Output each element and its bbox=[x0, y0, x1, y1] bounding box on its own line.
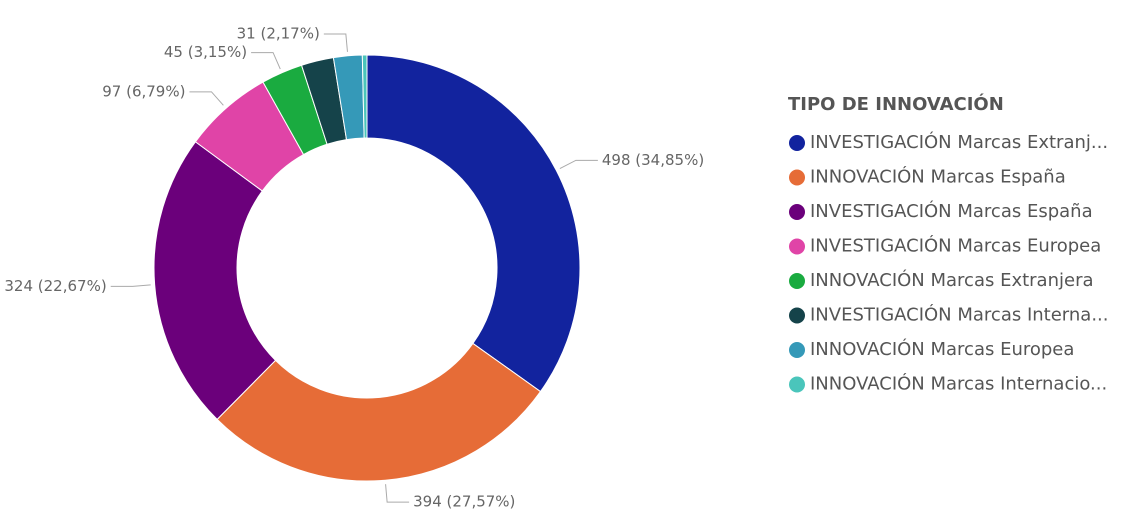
legend-marker bbox=[789, 204, 805, 220]
legend-label: INVESTIGACIÓN Marcas España bbox=[810, 200, 1093, 222]
legend-title: TIPO DE INNOVACIÓN bbox=[788, 93, 1004, 115]
leader-line bbox=[189, 91, 224, 106]
leader-line bbox=[559, 159, 598, 170]
data-label: 324 (22,67%) bbox=[4, 277, 106, 295]
legend-marker bbox=[789, 376, 805, 393]
legend-label: INNOVACIÓN Marcas Internacio... bbox=[810, 373, 1107, 395]
data-label: 45 (3,15%) bbox=[164, 43, 247, 61]
leader-line bbox=[385, 484, 410, 503]
legend-marker bbox=[789, 169, 805, 186]
legend-label: INVESTIGACIÓN Marcas Interna... bbox=[810, 304, 1109, 326]
legend-marker bbox=[789, 342, 805, 358]
legend-label: INNOVACIÓN Marcas España bbox=[810, 166, 1066, 188]
data-label: 31 (2,17%) bbox=[237, 24, 320, 42]
legend-label: INNOVACIÓN Marcas Extranjera bbox=[810, 269, 1094, 291]
legend-marker bbox=[789, 135, 805, 151]
slice bbox=[361, 54, 368, 139]
data-label: 498 (34,85%) bbox=[602, 151, 704, 169]
slice bbox=[153, 141, 277, 421]
legend-marker bbox=[789, 307, 805, 324]
legend-label: INNOVACIÓN Marcas Europea bbox=[810, 338, 1074, 360]
data-label: 97 (6,79%) bbox=[102, 82, 185, 100]
legend-marker bbox=[789, 273, 805, 289]
leader-line bbox=[323, 33, 348, 52]
slice bbox=[216, 342, 542, 482]
slice bbox=[366, 54, 581, 393]
legend-marker bbox=[789, 238, 805, 255]
leader-line bbox=[110, 284, 151, 287]
data-label: 394 (27,57%) bbox=[413, 493, 515, 511]
leader-line bbox=[251, 52, 281, 70]
legend-label: INVESTIGACIÓN Marcas Extranj... bbox=[810, 131, 1108, 153]
legend-label: INVESTIGACIÓN Marcas Europea bbox=[810, 235, 1101, 257]
